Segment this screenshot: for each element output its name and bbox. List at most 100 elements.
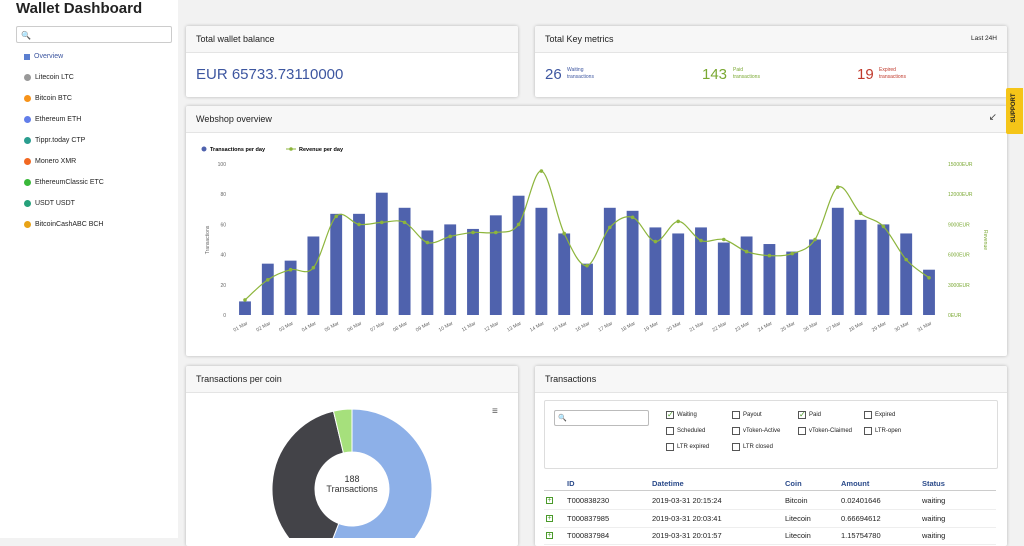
revenue-point (585, 263, 589, 268)
checkbox[interactable]: ✓ (666, 410, 674, 419)
revenue-point (539, 169, 544, 173)
revenue-point (471, 230, 475, 235)
nav-label[interactable]: Monero XMR (35, 158, 77, 165)
card-title: Webshop overview (186, 106, 1007, 133)
x-tick-label: 17 Mar (597, 320, 614, 333)
page-title: Wallet Dashboard (16, 0, 143, 17)
expand-icon[interactable]: + (546, 497, 553, 504)
nav-item[interactable]: Monero XMR (24, 158, 76, 165)
support-tab[interactable]: SUPPORT (1006, 88, 1023, 134)
revenue-point (380, 220, 384, 225)
revenue-point (927, 275, 931, 280)
checkbox[interactable] (732, 427, 740, 435)
checkbox[interactable] (864, 411, 872, 419)
filter-label[interactable]: Waiting (677, 412, 697, 418)
checkbox[interactable] (732, 411, 740, 419)
x-tick-label: 12 Mar (483, 320, 500, 333)
bar (330, 213, 343, 315)
nav-label[interactable]: Bitcoin BTC (35, 95, 72, 102)
checkbox[interactable] (666, 443, 674, 451)
nav-item[interactable]: BitcoinCashABC BCH (24, 221, 103, 228)
bar (421, 230, 434, 315)
revenue-point (653, 239, 658, 244)
metric-label: Expired transactions (879, 67, 906, 81)
collapse-icon[interactable]: ↙ (988, 112, 997, 123)
nav-label[interactable]: Overview (34, 53, 64, 60)
filter-label[interactable]: Paid (809, 412, 822, 418)
x-tick-label: 18 Mar (620, 320, 637, 333)
x-tick-label: 21 Mar (689, 320, 706, 333)
x-tick-label: 22 Mar (711, 320, 728, 333)
filter-label[interactable]: Payout (743, 412, 762, 418)
row-rule (544, 526, 996, 528)
filter-checkbox[interactable]: vToken-Claimed (798, 427, 852, 435)
sidebar-search[interactable]: 🔍 (16, 26, 172, 43)
filter-checkbox[interactable]: ✓ Paid (798, 411, 821, 419)
filter-checkbox[interactable]: Payout (732, 411, 762, 419)
checkbox[interactable] (798, 427, 806, 435)
checkbox[interactable] (864, 427, 872, 435)
filter-checkbox[interactable]: LTR-open (864, 427, 901, 435)
revenue-point (311, 265, 316, 270)
nav-label[interactable]: Litecoin LTC (35, 74, 74, 81)
bar (353, 213, 365, 315)
donut-slice (271, 410, 345, 538)
nav-label[interactable]: Ethereum ETH (35, 116, 82, 123)
nav-item[interactable]: Bitcoin BTC (24, 95, 72, 102)
filter-label[interactable]: LTR closed (743, 444, 773, 450)
nav-item[interactable]: EthereumClassic ETC (24, 179, 104, 186)
nav-icon (24, 179, 31, 186)
metric-line: transactions (567, 74, 594, 80)
x-tick-label: 09 Mar (415, 320, 432, 333)
x-tick-label: 02 Mar (255, 320, 272, 333)
filter-checkbox[interactable]: ✓ Waiting (666, 411, 697, 419)
metric-value: 19 (857, 66, 874, 83)
nav-icon (24, 200, 31, 207)
nav-item[interactable]: Overview (24, 53, 63, 60)
filter-checkbox[interactable]: LTR expired (666, 443, 709, 451)
x-tick-label: 31 Mar (917, 320, 934, 333)
nav-label[interactable]: EthereumClassic ETC (35, 179, 104, 186)
revenue-point (448, 234, 453, 239)
filter-label[interactable]: vToken-Active (743, 428, 781, 434)
filter-label[interactable]: LTR-open (875, 428, 902, 434)
nav-label[interactable]: BitcoinCashABC BCH (35, 221, 104, 228)
revenue-point (608, 225, 612, 230)
revenue-point (425, 240, 430, 245)
filter-label[interactable]: Expired (875, 412, 896, 418)
bar (626, 210, 639, 315)
bar (398, 207, 411, 315)
cell: 2019-03-31 20:01:57 (652, 531, 722, 540)
webshop-card: Webshop overview ↙ (186, 106, 1007, 356)
y-axis-title: Transactions (205, 225, 211, 254)
filter-label[interactable]: vToken-Claimed (809, 428, 853, 434)
checkbox[interactable] (666, 427, 674, 435)
metric-line: transactions (733, 74, 760, 80)
filter-checkbox[interactable]: Scheduled (666, 427, 705, 435)
tx-search[interactable]: 🔍 (554, 410, 649, 426)
nav-item[interactable]: USDT USDT (24, 200, 75, 207)
card-title: Total wallet balance (186, 26, 518, 53)
legend-marker (289, 147, 293, 151)
filter-checkbox[interactable]: LTR closed (732, 443, 773, 451)
y-tick-label: 60 (220, 222, 226, 228)
x-tick-label: 26 Mar (803, 320, 820, 333)
checkbox[interactable] (732, 443, 740, 451)
filter-checkbox[interactable]: vToken-Active (732, 427, 780, 435)
revenue-point (266, 277, 270, 282)
filter-checkbox[interactable]: Expired (864, 411, 895, 419)
bar (558, 233, 571, 315)
metric-value: 26 (545, 66, 562, 83)
bar (695, 227, 707, 315)
nav-label[interactable]: USDT USDT (35, 200, 75, 207)
filter-label[interactable]: Scheduled (677, 428, 706, 434)
nav-item[interactable]: Tippr.today CTP (24, 137, 85, 144)
filter-label[interactable]: LTR expired (677, 444, 710, 450)
checkbox[interactable]: ✓ (798, 410, 806, 419)
nav-item[interactable]: Litecoin LTC (24, 74, 74, 81)
nav-label[interactable]: Tippr.today CTP (35, 137, 86, 144)
menu-icon[interactable]: ≡ (492, 406, 498, 417)
expand-icon[interactable]: + (546, 514, 553, 522)
nav-item[interactable]: Ethereum ETH (24, 116, 81, 123)
header-rule (544, 490, 996, 491)
